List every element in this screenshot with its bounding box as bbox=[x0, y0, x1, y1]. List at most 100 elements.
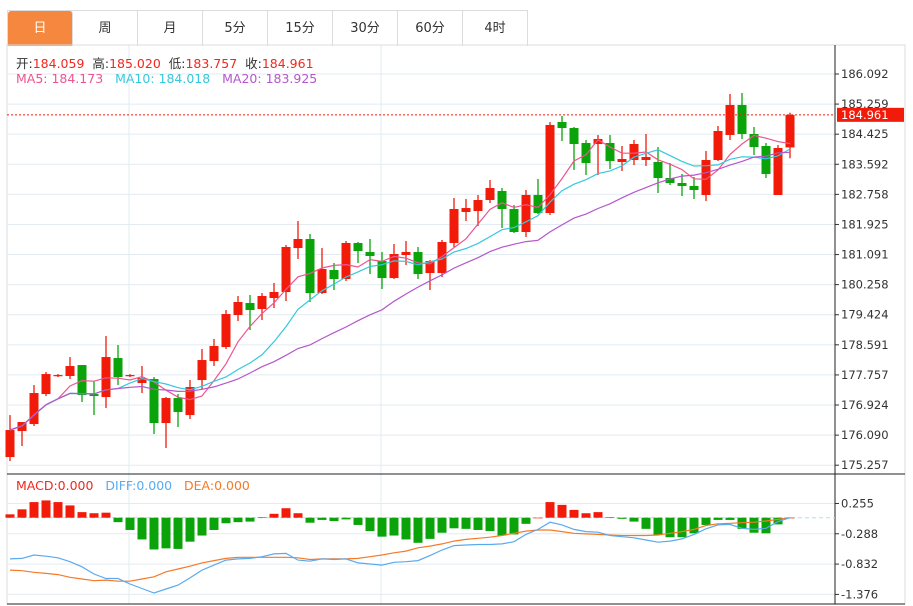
ma5-legend: MA5: 184.173 bbox=[16, 71, 104, 86]
candle-down bbox=[653, 161, 663, 179]
candle-up bbox=[545, 124, 555, 214]
candle-up bbox=[233, 302, 243, 316]
macd-bar bbox=[281, 508, 291, 518]
macd-bar bbox=[617, 517, 627, 519]
macd-bar bbox=[497, 517, 507, 536]
macd-bar bbox=[569, 509, 579, 518]
candle-down bbox=[557, 121, 567, 129]
price-tick-label: 177.757 bbox=[841, 368, 889, 382]
macd-bar bbox=[305, 517, 315, 523]
macd-bar bbox=[5, 514, 15, 518]
candle-up bbox=[473, 200, 483, 212]
candle-up bbox=[101, 357, 111, 398]
candle-up bbox=[41, 374, 51, 395]
tab-day[interactable]: 日 bbox=[8, 11, 73, 46]
period-tabs: 日 周 月 5分 15分 30分 60分 4时 bbox=[7, 10, 528, 46]
price-tick-label: 184.425 bbox=[841, 127, 889, 141]
price-tick-label: 178.591 bbox=[841, 338, 889, 352]
macd-bar bbox=[725, 517, 735, 520]
candle-up bbox=[293, 239, 303, 249]
candle-down bbox=[353, 243, 363, 252]
candle-up bbox=[617, 158, 627, 162]
macd-bar bbox=[269, 513, 279, 518]
candle-up bbox=[773, 148, 783, 195]
open-label: 开: bbox=[16, 56, 33, 71]
macd-bar bbox=[581, 513, 591, 518]
macd-bar bbox=[113, 517, 123, 523]
candle-up bbox=[257, 296, 267, 310]
macd-bar bbox=[485, 517, 495, 532]
close-label: 收: bbox=[245, 56, 262, 71]
price-tick-label: 186.092 bbox=[841, 67, 889, 81]
candle-down bbox=[677, 183, 687, 186]
candle-down bbox=[689, 185, 699, 191]
ma5-line bbox=[9, 134, 791, 431]
tab-4hour[interactable]: 4时 bbox=[463, 11, 528, 46]
candle-up bbox=[713, 131, 723, 161]
candle-down bbox=[509, 208, 519, 232]
ohlc-legend: 开:184.059 高:185.020 低:183.757 收:184.961 bbox=[16, 53, 314, 72]
tab-month[interactable]: 月 bbox=[138, 11, 203, 46]
macd-bar bbox=[209, 517, 219, 530]
candle-down bbox=[173, 398, 183, 413]
macd-bar bbox=[449, 517, 459, 529]
macd-bar bbox=[89, 513, 99, 518]
macd-tick-label: -0.832 bbox=[841, 557, 878, 571]
candle-up bbox=[629, 144, 639, 161]
candle-up bbox=[437, 241, 447, 274]
macd-bar bbox=[413, 517, 423, 543]
macd-bar bbox=[701, 517, 711, 525]
candle-down bbox=[569, 128, 579, 145]
price-tick-label: 185.259 bbox=[841, 97, 889, 111]
macd-bar bbox=[257, 517, 267, 518]
candle-down bbox=[149, 379, 159, 424]
macd-bar bbox=[149, 517, 159, 550]
candle-down bbox=[365, 251, 375, 257]
candle-up bbox=[53, 375, 63, 377]
candle-up bbox=[161, 398, 171, 424]
close-value: 184.961 bbox=[261, 56, 314, 71]
macd-bar bbox=[761, 517, 771, 534]
macd-bar bbox=[101, 512, 111, 518]
candle-down bbox=[305, 239, 315, 294]
macd-tick-label: 0.255 bbox=[841, 496, 874, 510]
candle-down bbox=[245, 303, 255, 311]
macd-bar bbox=[437, 517, 447, 533]
high-value: 185.020 bbox=[109, 56, 161, 71]
candle-up bbox=[701, 160, 711, 195]
macd-bar bbox=[749, 517, 759, 533]
candle-down bbox=[581, 142, 591, 163]
candle-up bbox=[209, 346, 219, 362]
macd-bar bbox=[461, 517, 471, 529]
macd-bar bbox=[425, 517, 435, 539]
high-label: 高: bbox=[92, 56, 110, 71]
ma10-legend: MA10: 184.018 bbox=[115, 71, 211, 86]
candle-up bbox=[641, 157, 651, 161]
macd-bar bbox=[677, 517, 687, 538]
macd-bar bbox=[377, 517, 387, 537]
dea-legend-value: DEA:0.000 bbox=[184, 478, 250, 493]
macd-bar bbox=[665, 517, 675, 538]
macd-bar bbox=[197, 517, 207, 536]
candle-down bbox=[749, 134, 759, 148]
macd-bar bbox=[653, 517, 663, 535]
candle-down bbox=[377, 261, 387, 279]
macd-bar bbox=[233, 517, 243, 523]
tab-60min[interactable]: 60分 bbox=[398, 11, 463, 46]
macd-bar bbox=[29, 502, 39, 518]
macd-legend: MACD:0.000 DIFF:0.000 DEA:0.000 bbox=[16, 478, 250, 493]
candle-up bbox=[593, 138, 603, 145]
tab-5min[interactable]: 5分 bbox=[203, 11, 268, 46]
tab-15min[interactable]: 15分 bbox=[268, 11, 333, 46]
macd-bar bbox=[605, 517, 615, 518]
candle-down bbox=[329, 270, 339, 280]
tab-30min[interactable]: 30分 bbox=[333, 11, 398, 46]
candle-up bbox=[125, 375, 135, 377]
macd-bar bbox=[545, 502, 555, 518]
candle-up bbox=[485, 188, 495, 201]
candle-up bbox=[185, 387, 195, 416]
macd-bar bbox=[401, 517, 411, 540]
tab-week[interactable]: 周 bbox=[73, 11, 138, 46]
candle-down bbox=[533, 194, 543, 214]
